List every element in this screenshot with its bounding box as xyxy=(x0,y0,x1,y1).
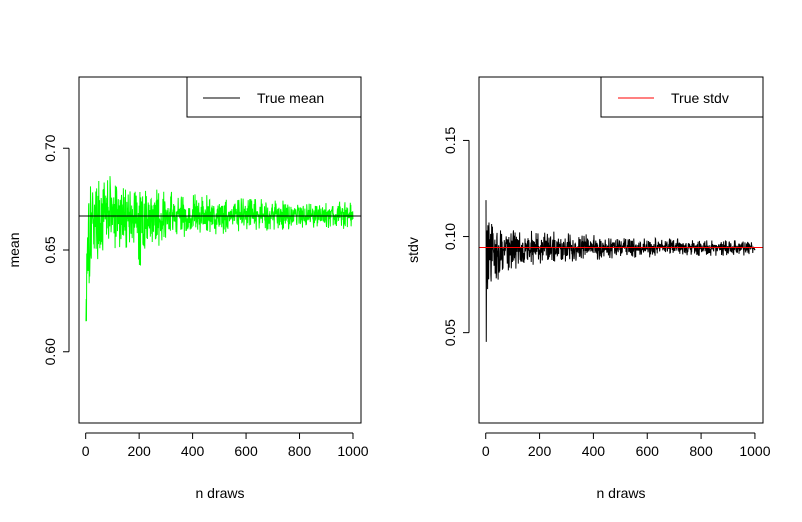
stdv-y-tick-label: 0.15 xyxy=(442,127,458,154)
stdv-chart-panel: 0 200 400 600 800 1000 0.05 0.10 0.15 True stdv… xyxy=(405,76,771,501)
mean-y-tick-label: 0.60 xyxy=(42,338,58,365)
mean-legend-box xyxy=(186,76,362,118)
stdv-x-tick-label: 400 xyxy=(582,443,606,459)
stdv-legend-box xyxy=(600,76,764,118)
stdv-y-tick-label: 0.10 xyxy=(442,223,458,250)
stdv-x-tick-label: 1000 xyxy=(739,443,770,459)
mean-x-tick-label: 600 xyxy=(234,443,258,459)
mean-x-tick-label: 0 xyxy=(82,443,90,459)
stdv-series-line xyxy=(485,200,756,342)
mean-x-tick-label: 200 xyxy=(127,443,151,459)
stdv-legend: True stdv xyxy=(600,76,764,118)
mean-x-axis: 0 200 400 600 800 1000 xyxy=(82,432,369,459)
stdv-y-axis-title: stdv xyxy=(405,237,421,263)
mean-y-axis: 0.60 0.65 0.70 xyxy=(42,134,70,365)
mean-y-tick-label: 0.65 xyxy=(42,236,58,263)
mean-plot-frame xyxy=(78,76,362,424)
mean-y-axis-title: mean xyxy=(6,232,22,267)
mean-x-axis-title: n draws xyxy=(195,485,244,501)
mean-y-tick-label: 0.70 xyxy=(42,134,58,161)
stdv-x-tick-label: 0 xyxy=(482,443,490,459)
stdv-legend-label: True stdv xyxy=(671,90,729,106)
mean-x-tick-label: 1000 xyxy=(337,443,368,459)
stdv-x-tick-label: 600 xyxy=(636,443,660,459)
stdv-x-tick-label: 200 xyxy=(528,443,552,459)
mean-chart-panel: 0 200 400 600 800 1000 0.60 0.65 0.70 True mean… xyxy=(6,76,369,501)
stdv-x-axis: 0 200 400 600 800 1000 xyxy=(482,432,771,459)
stdv-series-group xyxy=(485,200,756,342)
stdv-y-tick-label: 0.05 xyxy=(442,319,458,346)
stdv-x-tick-label: 800 xyxy=(689,443,713,459)
mean-legend-label: True mean xyxy=(257,90,324,106)
stdv-y-axis: 0.05 0.10 0.15 xyxy=(442,127,470,346)
mean-legend: True mean xyxy=(186,76,362,118)
mean-x-tick-label: 400 xyxy=(181,443,205,459)
mean-series-line xyxy=(85,176,354,322)
mean-series-group xyxy=(85,176,354,322)
mean-x-tick-label: 800 xyxy=(288,443,312,459)
stdv-x-axis-title: n draws xyxy=(596,485,645,501)
